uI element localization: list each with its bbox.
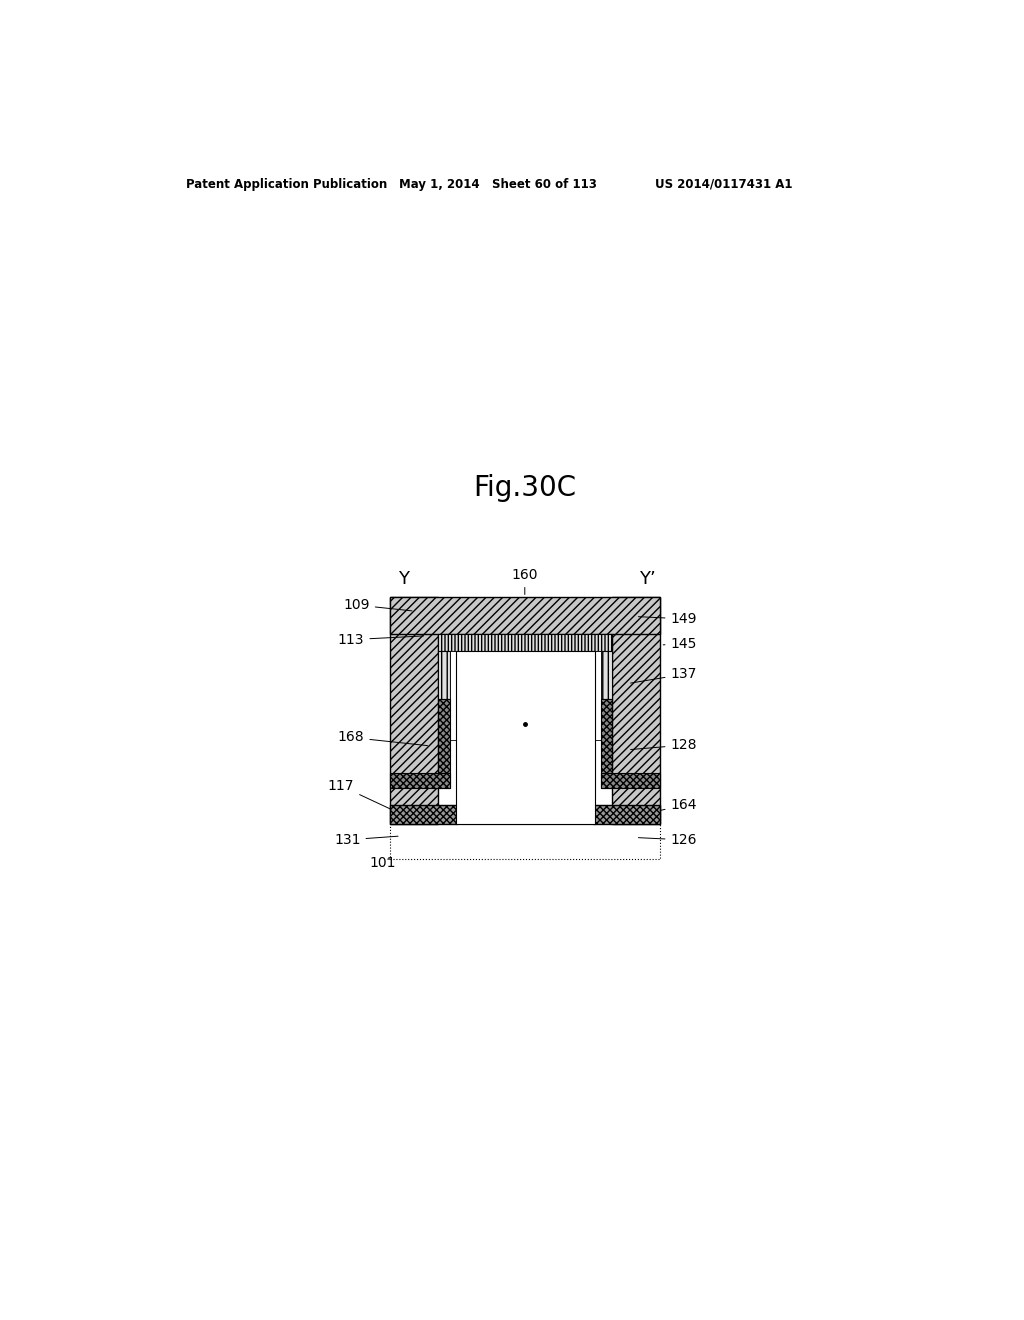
Bar bbox=[438, 651, 450, 700]
Text: 149: 149 bbox=[638, 612, 697, 626]
Bar bbox=[450, 651, 456, 739]
Bar bbox=[438, 635, 612, 651]
Text: 113: 113 bbox=[338, 632, 424, 647]
Text: 164: 164 bbox=[635, 799, 697, 816]
Text: US 2014/0117431 A1: US 2014/0117431 A1 bbox=[655, 178, 793, 190]
Text: 117: 117 bbox=[328, 779, 404, 816]
Bar bbox=[593, 805, 660, 825]
Text: Patent Application Publication: Patent Application Publication bbox=[186, 178, 387, 190]
Bar bbox=[601, 774, 660, 788]
Text: 126: 126 bbox=[638, 833, 697, 847]
Bar bbox=[601, 700, 612, 788]
Bar bbox=[390, 774, 450, 788]
Bar bbox=[390, 598, 660, 635]
Text: 109: 109 bbox=[343, 598, 412, 612]
Text: n⁺: n⁺ bbox=[517, 809, 532, 824]
Text: 137: 137 bbox=[631, 668, 697, 682]
Bar bbox=[601, 651, 612, 700]
Bar bbox=[390, 805, 660, 859]
Bar bbox=[458, 805, 593, 825]
Bar bbox=[612, 598, 660, 825]
Bar bbox=[390, 598, 438, 825]
Text: 131: 131 bbox=[334, 833, 398, 847]
Text: 101: 101 bbox=[370, 855, 396, 870]
Text: Y: Y bbox=[397, 570, 409, 589]
Bar bbox=[595, 651, 601, 739]
Text: 128: 128 bbox=[631, 738, 697, 752]
Text: Fig.30C: Fig.30C bbox=[473, 474, 577, 502]
Text: 145: 145 bbox=[664, 636, 697, 651]
Bar bbox=[438, 700, 450, 788]
Text: 168: 168 bbox=[338, 730, 427, 746]
Bar bbox=[456, 651, 595, 825]
Text: 160: 160 bbox=[512, 568, 538, 594]
Bar bbox=[390, 805, 458, 825]
Text: May 1, 2014   Sheet 60 of 113: May 1, 2014 Sheet 60 of 113 bbox=[399, 178, 597, 190]
Text: Y’: Y’ bbox=[639, 570, 655, 589]
